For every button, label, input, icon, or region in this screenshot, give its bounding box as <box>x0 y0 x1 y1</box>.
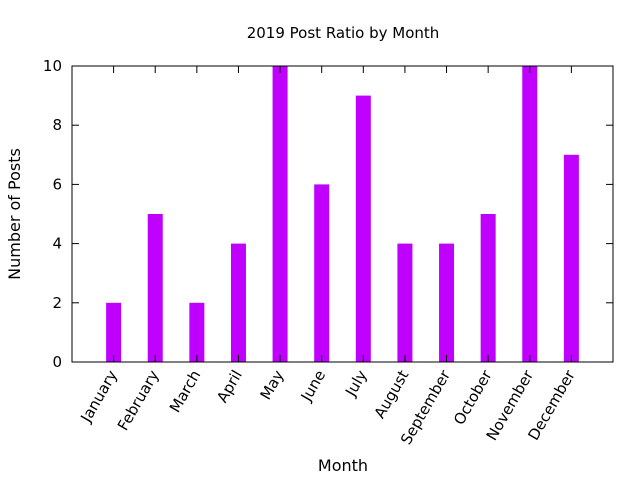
x-tick-label-april: April <box>213 367 246 406</box>
x-tick-label-october: October <box>450 366 496 428</box>
bar-june <box>314 184 330 362</box>
bars <box>106 66 579 362</box>
y-tick-label: 10 <box>43 57 62 75</box>
bar-november <box>522 66 538 362</box>
y-tick-label: 8 <box>52 116 62 134</box>
x-tick-label-july: July <box>341 367 371 400</box>
bar-september <box>439 243 455 362</box>
y-tick-labels: 0 2 4 6 8 10 <box>43 57 62 371</box>
plot-frame <box>71 65 614 363</box>
bar-august <box>397 243 413 362</box>
bar-october <box>480 214 496 362</box>
bar-january <box>106 302 122 362</box>
y-axis-label: Number of Posts <box>5 148 24 280</box>
bar-may <box>272 66 288 362</box>
y-tick-label: 0 <box>52 353 62 371</box>
x-tick-label-february: February <box>114 367 163 434</box>
x-tick-label-august: August <box>371 367 413 422</box>
y-tick-label: 6 <box>52 175 62 193</box>
bar-february <box>147 214 163 362</box>
x-tick-label-may: May <box>256 367 287 403</box>
y-tick-label: 2 <box>52 294 62 312</box>
x-tick-label-june: June <box>297 367 329 405</box>
x-axis-label: Month <box>318 456 368 475</box>
y-tick-label: 4 <box>52 235 62 253</box>
chart-title: 2019 Post Ratio by Month <box>247 24 440 42</box>
bar-march <box>189 302 205 362</box>
x-tick-label-march: March <box>166 367 204 416</box>
bar-december <box>563 154 579 362</box>
bar-april <box>230 243 246 362</box>
x-tick-label-january: January <box>77 367 122 426</box>
bar-july <box>355 95 371 362</box>
